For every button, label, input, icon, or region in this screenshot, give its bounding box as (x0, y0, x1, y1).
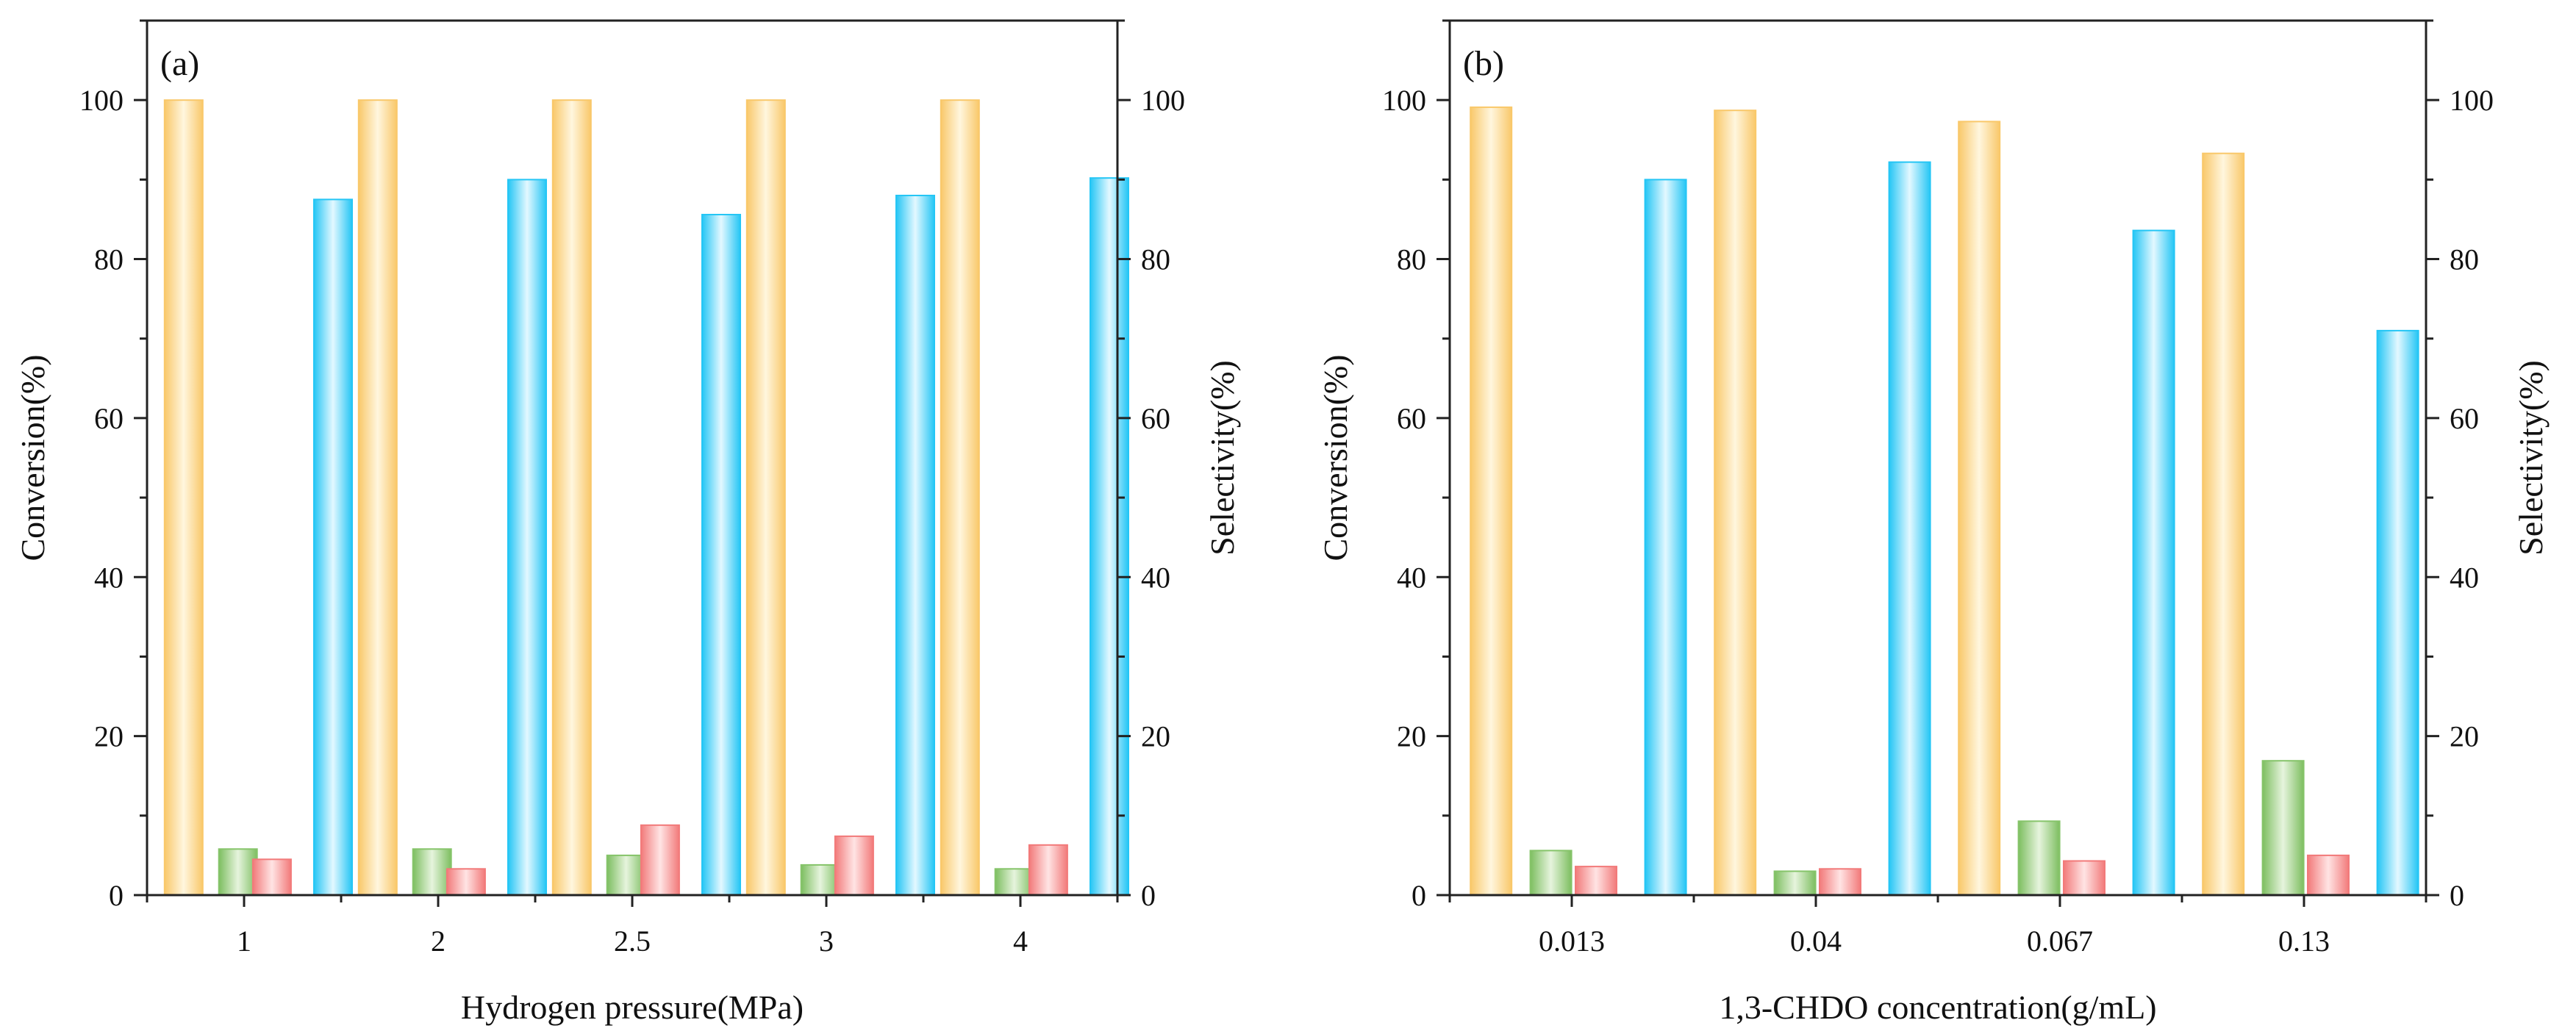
bar-green-series-3 (606, 854, 646, 897)
x-tick-label: 4 (1013, 925, 1028, 958)
x-axis-title: Hydrogen pressure(MPa) (461, 988, 804, 1026)
right-tick-label: 0 (2450, 879, 2464, 912)
chart-panel-a: 0 0 20 20 40 40 60 60 80 80 100 100 1 2 2.5 3 4 Conversio… (14, 19, 1241, 1026)
bar-conversion-3 (1958, 121, 2001, 896)
right-tick-label: 80 (1141, 243, 1170, 276)
y-axis-left-title: Conversion(%) (14, 354, 51, 561)
bar-selectivity-blue-2 (507, 179, 547, 896)
bar-red-series-4 (834, 835, 874, 897)
right-tick-label: 60 (2450, 402, 2479, 435)
bar-conversion-4 (2202, 152, 2245, 896)
bar-green-series-3 (2017, 820, 2061, 897)
panel-label: (a) (160, 44, 199, 83)
bar-selectivity-blue-4 (2376, 329, 2419, 896)
x-tick-label: 2 (431, 925, 446, 958)
y-axis-right-title: Selectivity(%) (2512, 360, 2550, 556)
left-tick-label: 100 (1382, 84, 1426, 117)
right-tick-label: 20 (2450, 720, 2479, 753)
right-tick-label: 60 (1141, 402, 1170, 435)
x-tick-label: 2.5 (614, 925, 651, 958)
right-tick-label: 80 (2450, 243, 2479, 276)
left-tick-label: 0 (109, 879, 124, 912)
left-tick-label: 80 (94, 243, 124, 276)
bar-selectivity-blue-1 (1644, 179, 1687, 896)
bar-green-series-1 (1529, 850, 1573, 897)
left-tick-label: 60 (1397, 402, 1426, 435)
bar-green-series-1 (218, 848, 258, 897)
x-tick-label: 3 (819, 925, 834, 958)
bar-conversion-2 (1714, 109, 1757, 897)
x-axis-title: 1,3-CHDO concentration(g/mL) (1719, 988, 2156, 1026)
bar-selectivity-blue-2 (1888, 161, 1931, 897)
left-tick-label: 60 (94, 402, 124, 435)
bar-conversion-1 (163, 99, 204, 897)
x-tick-label: 0.067 (2027, 925, 2093, 958)
left-tick-label: 0 (1412, 879, 1426, 912)
x-tick-label: 1 (237, 925, 251, 958)
right-tick-label: 0 (1141, 879, 1156, 912)
left-tick-label: 80 (1397, 243, 1426, 276)
bar-green-series-2 (1773, 870, 1817, 896)
bar-selectivity-blue-4 (895, 195, 935, 896)
left-tick-label: 100 (79, 84, 124, 117)
left-tick-label: 40 (94, 561, 124, 594)
bar-selectivity-blue-1 (313, 198, 353, 896)
left-tick-label: 20 (1397, 720, 1426, 753)
x-tick-label: 0.013 (1539, 925, 1605, 958)
bar-selectivity-blue-3 (2132, 229, 2175, 897)
bar-selectivity-blue-3 (701, 214, 741, 896)
y-axis-right-title: Selectivity(%) (1203, 360, 1241, 556)
bar-green-series-4 (2261, 760, 2305, 896)
x-tick-label: 0.04 (1790, 925, 1842, 958)
left-tick-label: 20 (94, 720, 124, 753)
bar-red-series-3 (640, 824, 680, 897)
bar-conversion-2 (357, 99, 398, 897)
right-tick-label: 40 (2450, 561, 2479, 594)
bar-red-series-4 (2307, 854, 2350, 897)
right-tick-label: 40 (1141, 561, 1170, 594)
chart-panel-b: 0 0 20 20 40 40 60 60 80 80 100 100 0.013 0.04 0.067 0.… (1317, 19, 2550, 1026)
bar-red-series-2 (446, 868, 486, 897)
bar-conversion-4 (745, 99, 786, 897)
bar-conversion-1 (1470, 106, 1513, 896)
y-axis-left-title: Conversion(%) (1317, 354, 1354, 561)
bar-conversion-5 (940, 99, 980, 897)
bar-green-series-4 (800, 864, 840, 897)
right-tick-label: 100 (1141, 84, 1185, 117)
bar-red-series-2 (1819, 868, 1861, 897)
x-tick-label: 0.13 (2278, 925, 2330, 958)
bar-green-series-2 (412, 848, 452, 897)
bar-red-series-3 (2063, 860, 2105, 896)
right-tick-label: 100 (2450, 84, 2494, 117)
bar-red-series-1 (251, 858, 292, 897)
right-tick-label: 20 (1141, 720, 1170, 753)
bar-green-series-5 (994, 868, 1034, 897)
bar-selectivity-blue-5 (1090, 177, 1129, 896)
bar-red-series-5 (1028, 844, 1068, 897)
left-tick-label: 40 (1397, 561, 1426, 594)
bar-conversion-3 (551, 99, 592, 897)
panel-label: (b) (1463, 44, 1504, 83)
bar-red-series-1 (1575, 866, 1617, 896)
